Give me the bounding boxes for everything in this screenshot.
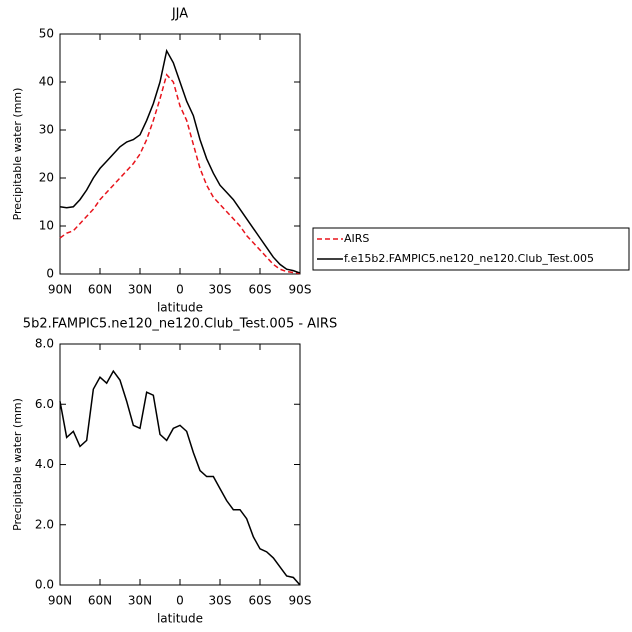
x-tick-label: 90S (289, 594, 312, 608)
x-tick-label: 30N (128, 594, 152, 608)
y-axis-label: Precipitable water (mm) (11, 398, 24, 531)
y-tick-label: 6.0 (35, 397, 54, 411)
legend-box (312, 227, 630, 271)
data-line (59, 73, 301, 275)
x-tick-label: 90N (48, 594, 72, 608)
chart-title: 5b2.FAMPIC5.ne120_ne120.Club_Test.005 - … (23, 317, 337, 332)
legend: AIRS f.e15b2.FAMPIC5.ne120_ne120.Club_Tes… (312, 227, 630, 271)
x-tick-label: 90S (289, 283, 312, 297)
y-tick-label: 0 (46, 267, 54, 281)
x-axis-label: latitude (157, 301, 203, 315)
plot-frame (59, 33, 301, 275)
chart-title: JJA (171, 7, 188, 22)
y-tick-label: 8.0 (35, 337, 54, 351)
x-tick-label: 30N (128, 283, 152, 297)
y-tick-label: 2.0 (35, 517, 54, 531)
x-tick-label: 60N (88, 283, 112, 297)
x-axis-label: latitude (157, 612, 203, 626)
y-tick-label: 50 (39, 27, 54, 41)
x-tick-label: 60S (249, 283, 272, 297)
y-tick-label: 40 (39, 75, 54, 89)
x-tick-label: 60N (88, 594, 112, 608)
y-tick-label: 0.0 (35, 578, 54, 592)
x-tick-label: 0 (176, 283, 184, 297)
x-tick-label: 90N (48, 283, 72, 297)
y-tick-label: 30 (39, 123, 54, 137)
x-tick-label: 0 (176, 594, 184, 608)
data-line (59, 48, 301, 274)
x-tick-label: 30S (209, 283, 232, 297)
y-axis-label: Precipitable water (mm) (11, 88, 24, 221)
plot-frame (59, 343, 301, 586)
x-tick-label: 60S (249, 594, 272, 608)
legend-label: f.e15b2.FAMPIC5.ne120_ne120.Club_Test.00… (344, 252, 594, 265)
y-tick-label: 4.0 (35, 457, 54, 471)
y-tick-label: 20 (39, 171, 54, 185)
data-line (59, 369, 301, 586)
legend-label: AIRS (344, 232, 369, 245)
x-tick-label: 30S (209, 594, 232, 608)
y-tick-label: 10 (39, 219, 54, 233)
